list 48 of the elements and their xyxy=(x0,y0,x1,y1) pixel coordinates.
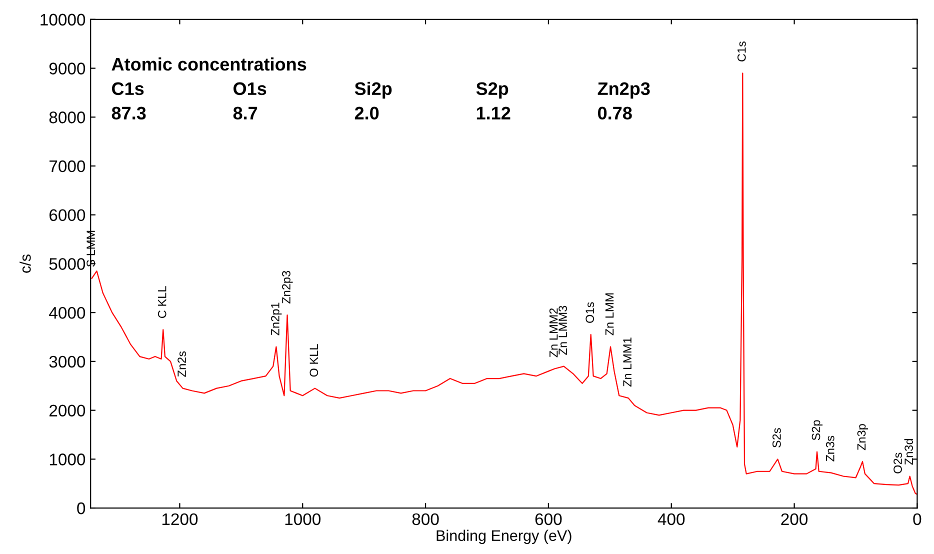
annotation: S2p xyxy=(812,420,823,440)
x-tick-label: 400 xyxy=(658,513,685,526)
x-tick-label: 1000 xyxy=(285,513,321,526)
x-tick-label: 200 xyxy=(781,513,808,526)
annotation: C1s xyxy=(112,82,144,96)
y-tick-label: 4000 xyxy=(49,306,86,319)
annotation: Zn LMM2 xyxy=(549,308,558,358)
annotation: Zn3s xyxy=(826,436,834,462)
annotation: Zn2p1 xyxy=(271,302,282,336)
annotation: 1.12 xyxy=(476,106,510,120)
annotation: S2s xyxy=(772,428,781,448)
annotation: 0.78 xyxy=(598,106,632,120)
annotation: Zn2p3 xyxy=(598,82,650,99)
y-tick-label: 6000 xyxy=(50,209,86,222)
annotation: Zn LMM3 xyxy=(558,306,567,355)
y-tick-label: 10000 xyxy=(40,14,86,26)
annotation: Zn LMM xyxy=(605,293,614,336)
annotation: 8.7 xyxy=(233,106,258,120)
y-tick-label: 1000 xyxy=(50,454,86,466)
y-tick-label: 2000 xyxy=(50,404,86,416)
annotation: Zn2s xyxy=(178,351,186,377)
y-tick-label: 7000 xyxy=(50,160,86,172)
annotation: Zn3d xyxy=(904,439,913,465)
x-tick-label: 1200 xyxy=(162,513,198,526)
annotation: C KLL xyxy=(158,286,166,318)
annotation: Zn3p xyxy=(857,424,868,450)
x-axis-title: Binding Energy (eV) xyxy=(436,530,572,544)
annotation: Zn2p3 xyxy=(282,270,293,304)
annotation: O KLL xyxy=(310,344,318,377)
y-tick-label: 5000 xyxy=(49,258,86,270)
annotation: Atomic concentrations xyxy=(112,57,306,71)
annotation: 87.3 xyxy=(112,106,146,120)
x-tick-label: 600 xyxy=(535,513,562,526)
x-tick-label: 0 xyxy=(913,513,922,526)
annotation: O2s xyxy=(894,452,902,474)
y-tick-label: 9000 xyxy=(49,62,86,74)
annotation: Zn LMM1 xyxy=(623,338,632,387)
y-tick-label: 0 xyxy=(77,502,86,514)
annotation: S2p xyxy=(476,82,508,99)
annotation: O1s xyxy=(586,302,594,323)
annotation: O1s xyxy=(234,82,266,96)
annotation: 2.0 xyxy=(354,106,379,120)
annotation: Si2p xyxy=(354,82,392,99)
y-tick-label: 3000 xyxy=(49,356,86,368)
x-tick-label: 800 xyxy=(412,513,439,526)
y-tick-label: 8000 xyxy=(49,112,86,124)
annotation: C1s xyxy=(737,41,746,62)
y-axis-title: c/s xyxy=(20,254,31,273)
